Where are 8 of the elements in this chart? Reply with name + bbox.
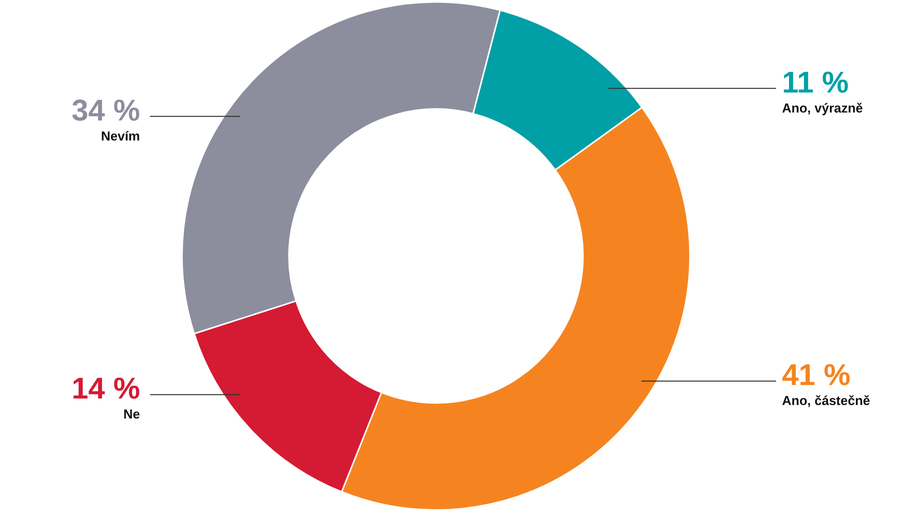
slice-label: Ano, částečně (782, 393, 870, 408)
data-label: 11 % (782, 66, 849, 100)
slice-label: Nevím (100, 128, 140, 144)
data-label: 41 % (782, 359, 850, 392)
data-label: 34 % (72, 94, 140, 128)
data-label: 14 % (72, 372, 140, 406)
slice-label: Ano, výrazně (782, 100, 863, 116)
slice-label: Ne (123, 406, 140, 422)
